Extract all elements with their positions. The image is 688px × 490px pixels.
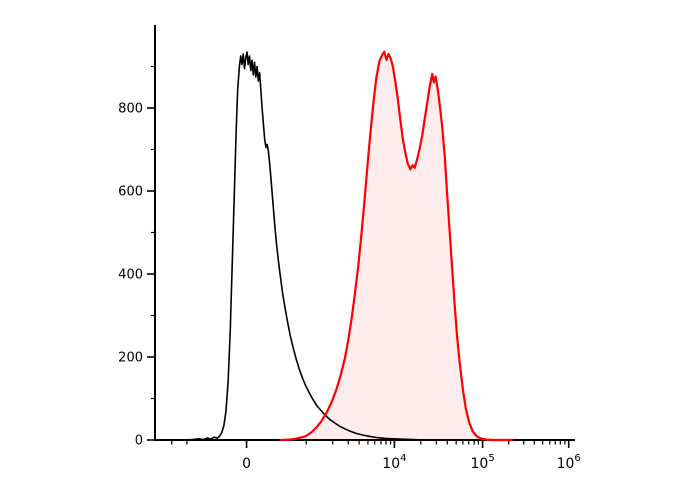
y-tick-label: 400 [118, 268, 143, 283]
red-filled-histogram-sample-curve [279, 50, 514, 442]
y-tick-label: 800 [118, 102, 143, 117]
y-tick-label: 600 [118, 185, 143, 200]
y-tick-label: 0 [135, 434, 143, 449]
x-tick-label: 106 [557, 453, 581, 472]
red-filled-histogram-sample-fill [281, 51, 512, 440]
axes: 0 200 400 600 800 0 104 105 106 [118, 25, 581, 472]
x-tick-label: 0 [242, 456, 251, 472]
black-open-histogram-control-curve [179, 51, 450, 441]
x-tick-label: 105 [470, 453, 494, 472]
series-line-layer [179, 50, 514, 442]
x-tick-label: 104 [382, 453, 406, 472]
y-tick-label: 200 [118, 351, 143, 366]
y-axis: 0 200 400 600 800 [118, 25, 156, 449]
series-fill-layer [281, 51, 512, 440]
x-axis: 0 104 105 106 [154, 439, 581, 472]
